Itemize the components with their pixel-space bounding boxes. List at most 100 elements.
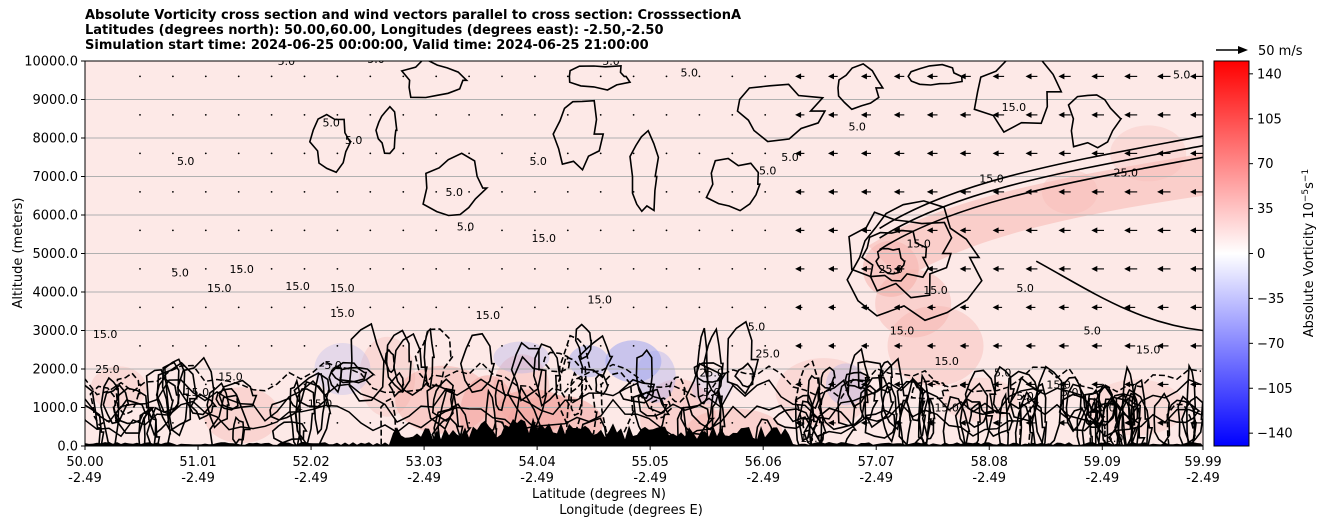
wind-vector <box>632 306 635 309</box>
colorbar-label: Absolute Vorticity 10−5s−1 <box>1301 169 1317 337</box>
wind-vector <box>303 345 306 347</box>
wind-vector <box>139 114 141 116</box>
y-tick-label: 5000.0 <box>33 247 79 262</box>
colorbar-tick-label: 70 <box>1257 157 1274 172</box>
wind-vector-head <box>1025 188 1032 195</box>
x-tick-label-lon: -2.49 <box>1085 471 1119 486</box>
wind-vector <box>369 152 372 155</box>
wind-vector <box>369 306 372 309</box>
positive-contour <box>400 61 469 99</box>
wind-vector-head <box>828 227 834 234</box>
contour-streak <box>879 135 1203 230</box>
contour-label: 5.0 <box>602 55 620 68</box>
positive-contour <box>734 362 756 388</box>
wind-vector <box>632 75 635 78</box>
x-tick-label-lat: 58.08 <box>971 455 1008 470</box>
y-tick-label: 8000.0 <box>33 132 79 147</box>
wind-vector <box>402 229 405 232</box>
wind-vector <box>172 268 174 270</box>
wind-vector <box>139 268 141 270</box>
wind-vector <box>435 191 438 193</box>
wind-vector-head <box>959 150 966 157</box>
wind-vector <box>402 422 405 424</box>
wind-vector <box>204 152 207 155</box>
wind-vector <box>172 345 174 347</box>
positive-contour <box>143 407 157 446</box>
wind-vector <box>698 422 701 424</box>
wind-vector <box>501 345 503 347</box>
y-tick-label: 4000.0 <box>33 286 79 301</box>
y-tick-label: 10000.0 <box>24 55 78 70</box>
contour-label: 15.0 <box>1002 101 1027 114</box>
wind-vector-head <box>1190 150 1196 157</box>
positive-contour <box>431 378 454 423</box>
positive-contour <box>507 355 548 430</box>
contour-label: 15.0 <box>207 282 232 295</box>
wind-vector <box>731 422 734 424</box>
wind-vector <box>369 422 372 424</box>
wind-vector <box>270 345 273 347</box>
vorticity-positive-region <box>359 336 416 417</box>
wind-vector-head <box>1124 381 1131 388</box>
wind-vector-head <box>1157 73 1164 80</box>
wind-vector-head <box>828 73 834 80</box>
wind-vector <box>501 268 503 270</box>
wind-vector-head <box>1190 227 1196 234</box>
wind-vector <box>435 383 438 386</box>
wind-vector <box>237 75 240 78</box>
contour-label: 15.0 <box>218 371 243 384</box>
wind-vector <box>402 114 405 116</box>
wind-vector-head <box>860 188 867 195</box>
contour-labels: 5.015.025.015.015.0 15.0 15.015.015.015.05… <box>93 55 1191 445</box>
positive-contour <box>629 129 660 213</box>
contour-label: 5.0 <box>171 267 189 280</box>
wind-vector-head <box>828 419 834 426</box>
positive-contour <box>921 397 936 440</box>
negative-contour <box>558 334 591 406</box>
wind-vector <box>172 306 174 309</box>
wind-vector <box>764 229 767 232</box>
positive-contour <box>422 152 489 217</box>
positive-contour <box>705 157 761 212</box>
wind-vector <box>172 114 174 116</box>
wind-vector <box>534 306 536 309</box>
x-tick-label-lat: 52.02 <box>292 455 329 470</box>
x-tick-label-lon: -2.49 <box>1186 471 1220 486</box>
wind-vector-head <box>1058 188 1065 195</box>
wind-vector-head <box>1058 227 1065 234</box>
positive-contour <box>1076 406 1094 446</box>
wind-vector <box>172 191 174 193</box>
wind-vector <box>599 422 602 424</box>
positive-contour <box>1095 398 1122 446</box>
wind-vector-head <box>893 227 900 234</box>
wind-vector-head <box>1025 381 1032 388</box>
positive-contour <box>879 360 893 394</box>
colorbar-tick-label: 140 <box>1257 67 1282 82</box>
grid-lines <box>85 99 1203 408</box>
wind-vector-head <box>828 304 834 311</box>
positive-contour <box>973 61 1063 134</box>
wind-vector <box>204 345 207 347</box>
positive-contour <box>313 373 327 436</box>
wind-vector <box>665 75 668 78</box>
x-tick-label-lat: 59.09 <box>1084 455 1121 470</box>
wind-vector <box>599 306 602 309</box>
wind-vector-head <box>1058 150 1065 157</box>
wind-vector <box>501 229 503 232</box>
wind-vector <box>534 422 536 424</box>
wind-vector-head <box>1124 227 1131 234</box>
wind-vector-head <box>1124 342 1131 349</box>
positive-contour <box>1121 397 1142 446</box>
wind-vector <box>336 152 339 155</box>
vorticity-positive-region <box>875 269 952 338</box>
contour-label: 25.0 <box>879 263 904 276</box>
wind-vector-head <box>1157 304 1164 311</box>
positive-contour <box>1014 402 1034 446</box>
contour-label: 15.0 <box>923 284 948 297</box>
wind-vector <box>237 114 240 116</box>
wind-vector <box>665 345 668 347</box>
wind-vector-head <box>860 150 867 157</box>
wind-vector <box>731 75 734 78</box>
x-tick-label-lon: -2.49 <box>294 471 328 486</box>
wind-vector-head <box>926 265 933 272</box>
